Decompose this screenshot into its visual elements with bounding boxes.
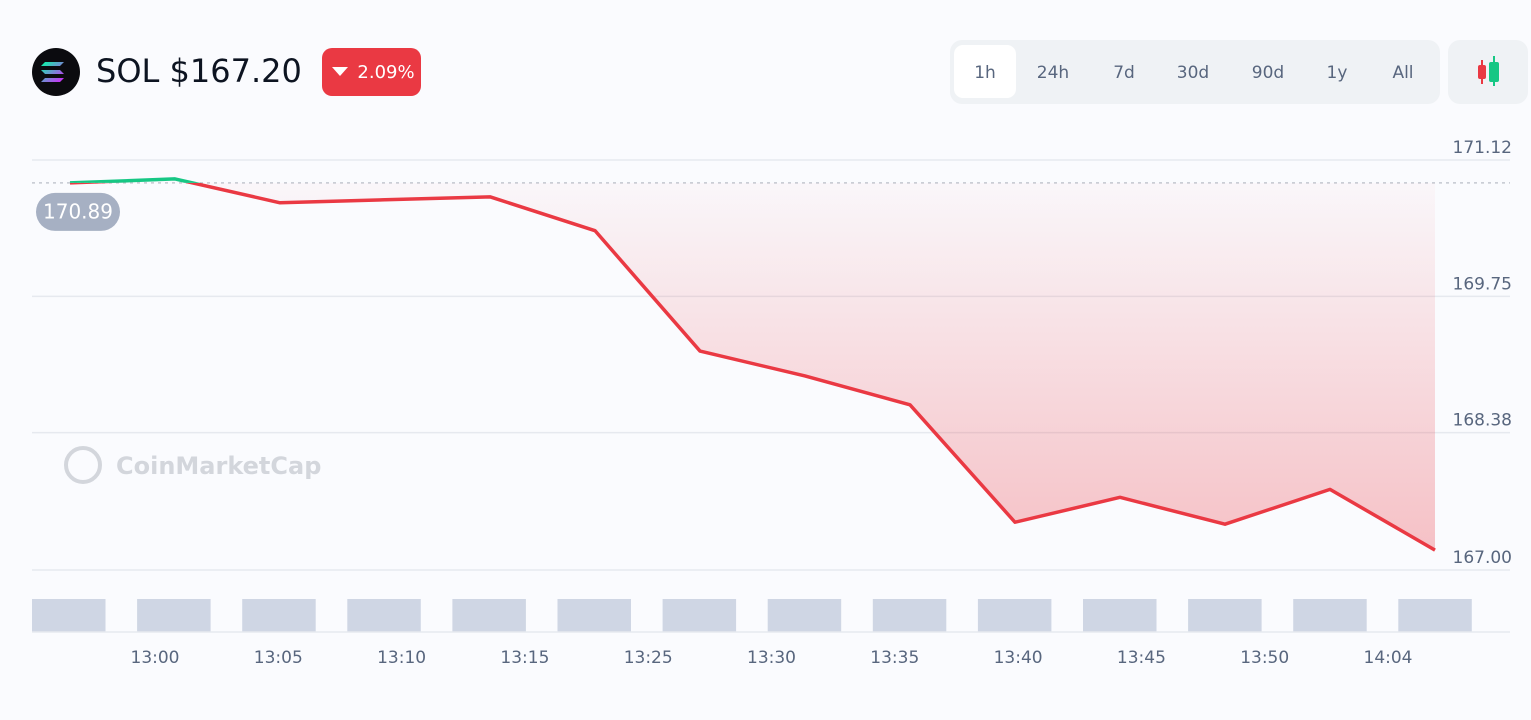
range-button[interactable]: 30d [1177,63,1209,83]
y-tick-label: 168.38 [1453,411,1512,431]
range-button[interactable]: 24h [1037,63,1069,83]
volume-bar [32,599,106,632]
volume-bar [557,599,631,632]
range-selected [954,45,1016,98]
volume-bar [977,599,1052,632]
range-button[interactable]: 90d [1252,63,1284,83]
volume-bar [452,599,526,632]
candle-icon [1478,65,1486,79]
volume-bar [1188,599,1262,632]
volume-bar [767,599,842,632]
x-tick-label: 13:15 [500,648,549,668]
header: SOL $167.20 2.09% 1h 24h 7d 30d 90d 1y All [32,40,1528,104]
y-tick-label: 169.75 [1453,274,1512,294]
x-tick-label: 13:30 [747,648,796,668]
coin-title: SOL $167.20 [96,52,302,90]
x-tick-label: 14:04 [1364,648,1413,668]
watermark: CoinMarketCap [116,452,321,480]
x-tick-label: 13:40 [994,648,1043,668]
volume-bar [1083,599,1157,632]
change-badge [322,48,421,96]
volume-bar [1398,599,1472,632]
range-button[interactable]: 7d [1113,63,1135,83]
volume-bar [872,599,947,632]
range-bar [950,40,1440,104]
watermark-logo [64,446,102,484]
volume-bar [1293,599,1367,632]
x-tick-label: 13:10 [377,648,426,668]
x-tick-label: 13:25 [624,648,673,668]
reference-label: 170.89 [43,199,113,223]
range-buttons: 1h 24h 7d 30d 90d 1y All [974,63,1413,83]
coin-logo [41,62,64,82]
volume-bar [347,599,421,632]
reference-badge [36,192,120,231]
x-tick-label: 13:35 [870,648,919,668]
chart: 167.00 168.38 169.75 171.12 CoinMarketCap 170… [32,138,1512,668]
symbol: SOL [96,52,160,90]
y-tick-label: 167.00 [1453,548,1512,568]
area [192,182,1435,551]
price-line-down [70,182,1436,552]
range-button[interactable]: 1h [974,63,996,83]
price: $167.20 [170,52,302,90]
volume-bar [662,599,737,632]
y-tick-label: 171.12 [1453,138,1512,158]
x-tick-label: 13:50 [1240,648,1289,668]
volume-bar [137,599,211,632]
candle-toggle[interactable] [1448,40,1528,104]
x-tick-label: 13:45 [1117,648,1166,668]
x-tick-label: 13:00 [131,648,180,668]
volume-bar [242,599,316,632]
candle-icon [1489,62,1499,82]
down-arrow [332,67,348,76]
x-tick-label: 13:05 [254,648,303,668]
change: 2.09% [357,62,414,83]
range-button[interactable]: 1y [1327,63,1348,83]
range-button[interactable]: All [1392,63,1413,83]
